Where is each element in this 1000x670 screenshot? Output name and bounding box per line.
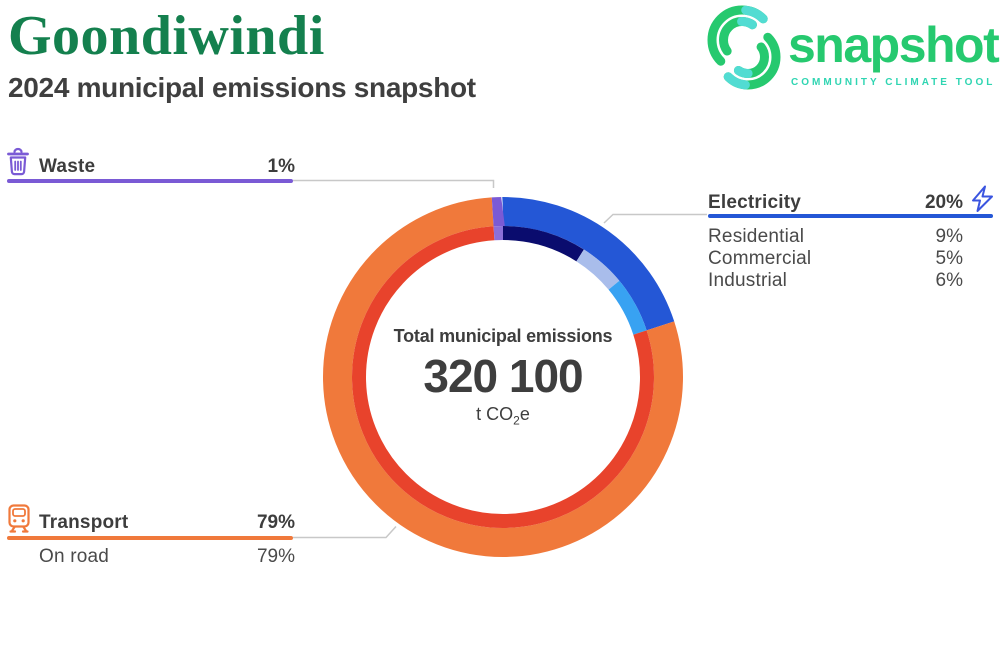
electricity-row-label: Commercial [708, 248, 812, 269]
waste-underline [7, 179, 293, 183]
donut-segment-transport [323, 197, 683, 557]
transport-row-label: On road [39, 546, 110, 567]
electricity-underline [708, 214, 993, 218]
snapshot-logo-mark-icon [706, 2, 786, 94]
total-emissions-unit: t CO2e [476, 404, 530, 428]
waste-icon [5, 147, 31, 177]
transport-value: 79% [256, 512, 295, 533]
transport-row-value: 79% [256, 546, 295, 567]
electricity-label: Electricity [708, 192, 802, 213]
donut-segment-waste [323, 197, 683, 557]
snapshot-tagline: COMMUNITY CLIMATE TOOL [791, 77, 996, 88]
waste-value: 1% [267, 156, 295, 177]
electricity-value: 20% [924, 192, 963, 213]
donut-segment-on-road [352, 226, 654, 528]
transport-icon [6, 503, 32, 533]
waste-label: Waste [39, 156, 96, 177]
total-emissions-label: Total municipal emissions [393, 326, 613, 346]
donut-segment-residential [352, 226, 654, 528]
total-emissions-value: 320 100 [423, 350, 583, 402]
electricity-row-value: 9% [935, 226, 963, 247]
electricity-row-label: Residential [708, 226, 805, 247]
page-title: Goondiwindi [8, 5, 325, 67]
transport-underline [7, 536, 293, 540]
electricity-bolt-icon [968, 184, 996, 214]
electricity-row-value: 6% [935, 270, 963, 291]
donut-center-text: Total municipal emissions 320 100 t CO2e [358, 326, 648, 428]
transport-label: Transport [39, 512, 129, 533]
snapshot-wordmark: snapshot [788, 17, 1000, 73]
electricity-row-label: Industrial [708, 270, 788, 291]
electricity-row-value: 5% [935, 248, 963, 269]
page-subtitle: 2024 municipal emissions snapshot [8, 72, 476, 103]
emissions-donut-chart [323, 197, 683, 557]
